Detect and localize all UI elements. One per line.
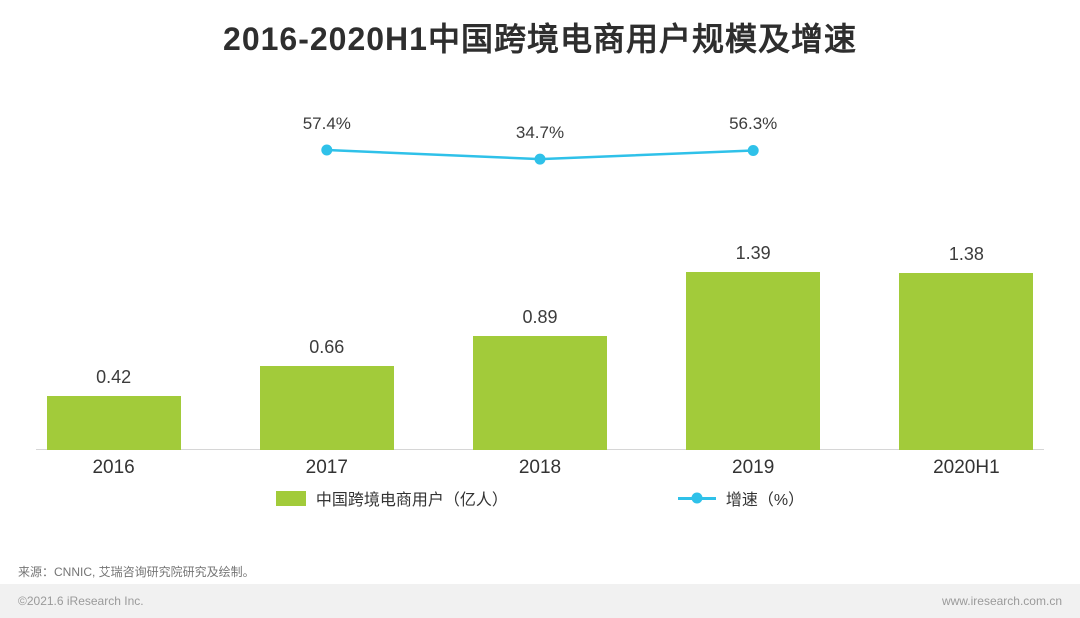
line-legend-dot bbox=[691, 492, 703, 504]
footer-bar: ©2021.6 iResearch Inc. www.iresearch.com… bbox=[0, 584, 1080, 618]
growth-value-label: 57.4% bbox=[302, 114, 351, 134]
bar-2016 bbox=[46, 396, 181, 450]
bar-2017 bbox=[259, 365, 394, 450]
bar-value-label: 0.66 bbox=[309, 336, 345, 357]
website-text: www.iresearch.com.cn bbox=[941, 594, 1062, 608]
copyright-text: ©2021.6 iResearch Inc. bbox=[18, 594, 144, 608]
legend: 中国跨境电商用户（亿人） 增速（%） bbox=[0, 486, 1080, 510]
x-axis-label: 2020H1 bbox=[933, 457, 1000, 478]
legend-label-growth: 增速（%） bbox=[725, 492, 805, 509]
chart-title: 2016-2020H1中国跨境电商用户规模及增速 bbox=[223, 21, 857, 57]
growth-point bbox=[534, 153, 546, 165]
x-axis-label: 2019 bbox=[732, 457, 775, 478]
bar-2019 bbox=[686, 272, 821, 450]
bar-value-label: 0.42 bbox=[96, 367, 132, 388]
bar-value-label: 0.89 bbox=[522, 307, 558, 328]
legend-label-users: 中国跨境电商用户（亿人） bbox=[315, 492, 508, 509]
growth-point bbox=[747, 144, 759, 156]
bar-value-label: 1.39 bbox=[735, 243, 771, 264]
growth-line bbox=[326, 148, 754, 161]
growth-value-label: 56.3% bbox=[729, 114, 778, 134]
legend-item-users: 中国跨境电商用户（亿人） bbox=[275, 486, 508, 510]
bar-value-label: 1.38 bbox=[948, 244, 984, 265]
growth-point bbox=[321, 144, 333, 156]
x-axis-label: 2016 bbox=[92, 457, 135, 478]
line-legend-swatch bbox=[677, 492, 716, 504]
growth-value-label: 34.7% bbox=[515, 123, 565, 143]
legend-item-growth: 增速（%） bbox=[677, 486, 805, 510]
bar-legend-swatch bbox=[275, 490, 306, 506]
source-note: 来源：CNNIC, 艾瑞咨询研究院研究及绘制。 bbox=[18, 565, 255, 579]
x-axis-label: 2018 bbox=[518, 457, 562, 478]
x-axis-label: 2017 bbox=[305, 457, 348, 478]
bar-2020H1 bbox=[899, 273, 1034, 450]
bar-2018 bbox=[473, 336, 607, 450]
